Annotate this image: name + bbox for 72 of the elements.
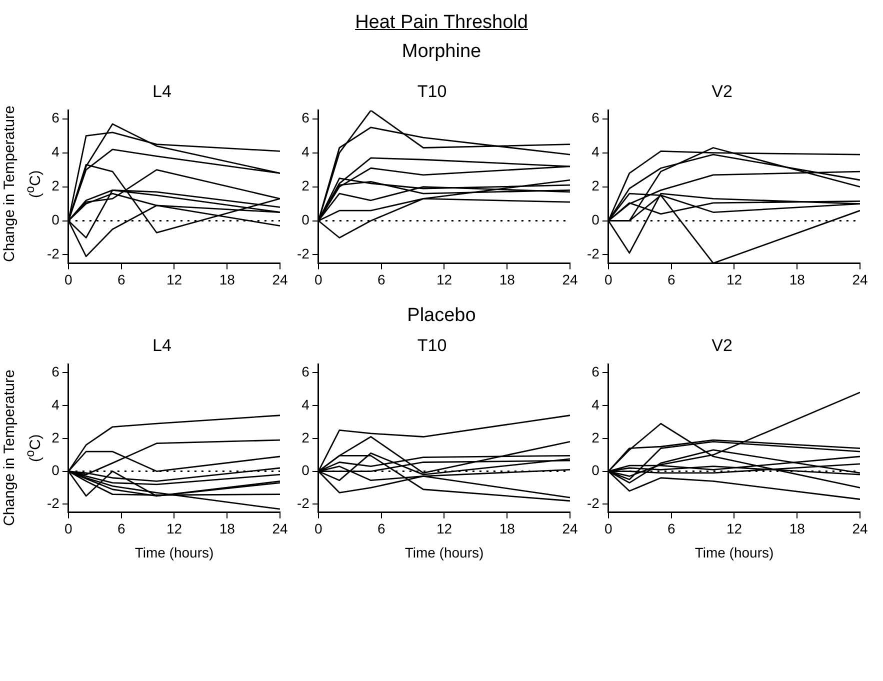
x-axis-title: Time (hours) — [694, 544, 774, 560]
y-tick-label: 2 — [592, 429, 600, 446]
x-tick-label: 24 — [272, 520, 288, 537]
y-tick-label: 0 — [52, 212, 60, 228]
x-tick-label: 0 — [64, 271, 73, 288]
y-tick-label: 4 — [302, 144, 310, 160]
chart-title: V2 — [712, 336, 732, 355]
y-tick-label: -2 — [296, 246, 310, 262]
x-tick-label: 18 — [499, 271, 516, 288]
y-tick-label: 0 — [592, 212, 600, 228]
chart-title: T10 — [417, 336, 447, 355]
x-tick-label: 12 — [436, 271, 452, 288]
y-tick-label: -2 — [46, 246, 60, 262]
y-tick-label: -2 — [586, 246, 600, 262]
x-tick-label: 6 — [117, 520, 126, 537]
x-tick-label: 12 — [166, 520, 182, 537]
x-tick-label: 18 — [219, 520, 236, 537]
y-tick-label: 2 — [302, 429, 310, 446]
y-tick-label: 0 — [302, 212, 310, 228]
x-tick-label: 0 — [314, 520, 323, 537]
chart-title: L4 — [152, 336, 172, 355]
text: Heat Pain Threshold — [354, 11, 529, 35]
chart-title: T10 — [417, 82, 447, 101]
y-tick-label: 6 — [52, 110, 60, 126]
y-tick-label: 2 — [52, 178, 60, 194]
y-tick-label: -2 — [296, 495, 310, 512]
x-tick-label: 6 — [667, 271, 676, 288]
y-tick-label: 0 — [52, 462, 60, 478]
y-tick-label: 0 — [592, 462, 600, 478]
x-tick-label: 24 — [852, 271, 868, 288]
y-tick-label: 4 — [592, 396, 600, 412]
y-tick-label: 6 — [592, 363, 600, 380]
y-tick-label: -2 — [46, 495, 60, 512]
x-tick-label: 24 — [562, 271, 578, 288]
y-tick-label: 2 — [52, 429, 60, 446]
x-tick-label: 24 — [852, 520, 868, 537]
y-tick-label: 0 — [302, 462, 310, 478]
x-tick-label: 18 — [499, 520, 516, 537]
x-tick-label: 0 — [314, 271, 323, 288]
x-tick-label: 24 — [272, 271, 288, 288]
x-tick-label: 12 — [166, 271, 182, 288]
x-tick-label: 6 — [377, 520, 386, 537]
text: Morphine — [400, 40, 482, 64]
chart-title: L4 — [152, 82, 172, 101]
x-tick-label: 0 — [64, 520, 73, 537]
y-tick-label: 4 — [302, 396, 310, 412]
y-tick-label: 6 — [592, 110, 600, 126]
x-tick-label: 6 — [667, 520, 676, 537]
x-axis-title: Time (hours) — [134, 544, 214, 560]
y-tick-label: 6 — [302, 110, 310, 126]
x-tick-label: 24 — [562, 520, 578, 537]
x-tick-label: 12 — [726, 271, 742, 288]
x-axis-title: Time (hours) — [404, 544, 484, 560]
y-tick-label: 2 — [302, 178, 310, 194]
x-tick-label: 12 — [726, 520, 742, 537]
x-tick-label: 18 — [219, 271, 236, 288]
y-tick-label: 6 — [52, 363, 60, 380]
y-tick-label: 4 — [52, 144, 60, 160]
chart-title: V2 — [712, 82, 732, 101]
y-tick-label: 6 — [302, 363, 310, 380]
x-tick-label: 18 — [789, 520, 806, 537]
x-tick-label: 0 — [604, 520, 613, 537]
y-tick-label: 4 — [592, 144, 600, 160]
text: Placebo — [406, 304, 477, 328]
x-tick-label: 18 — [789, 271, 806, 288]
x-tick-label: 0 — [604, 271, 613, 288]
x-tick-label: 12 — [436, 520, 452, 537]
y-tick-label: 2 — [592, 178, 600, 194]
x-tick-label: 6 — [377, 271, 386, 288]
y-tick-label: -2 — [586, 495, 600, 512]
x-tick-label: 6 — [117, 271, 126, 288]
y-tick-label: 4 — [52, 396, 60, 412]
